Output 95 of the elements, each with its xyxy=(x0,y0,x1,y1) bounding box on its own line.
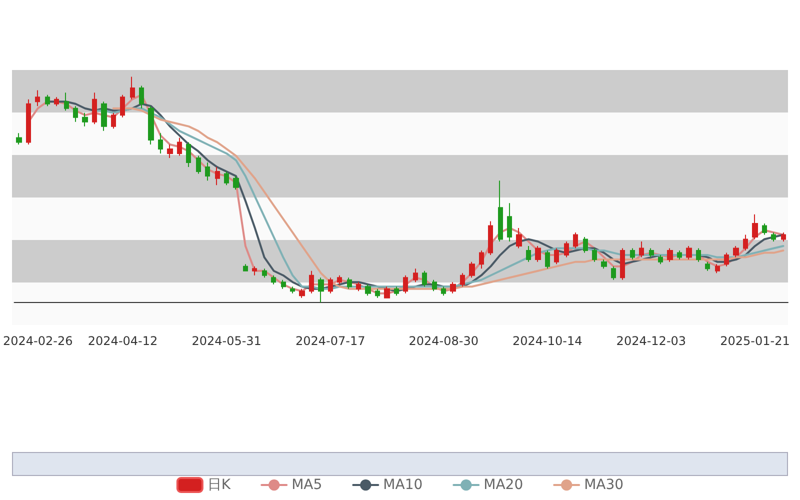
candlestick xyxy=(177,137,182,156)
candlestick xyxy=(35,90,40,107)
candlestick xyxy=(620,248,625,280)
candlestick xyxy=(667,248,673,262)
candlestick xyxy=(639,241,644,258)
candlestick xyxy=(686,246,692,260)
candlestick xyxy=(422,270,427,288)
candlestick xyxy=(139,85,144,109)
candlestick xyxy=(328,277,333,294)
candlestick xyxy=(762,222,767,236)
candlestick xyxy=(290,286,295,294)
candlestick xyxy=(592,248,597,262)
candlestick xyxy=(64,92,69,112)
candlestick xyxy=(752,214,758,240)
candlestick xyxy=(715,264,720,274)
x-tick-label: 2024-04-12 xyxy=(88,334,158,348)
candlestick xyxy=(158,132,163,154)
candlestick xyxy=(516,227,522,249)
candlestick xyxy=(205,162,210,182)
candlestick xyxy=(743,234,748,252)
candlestick xyxy=(233,176,239,190)
candlestick xyxy=(26,98,31,145)
candlestick xyxy=(441,286,446,296)
candlestick xyxy=(101,101,107,132)
candlestick xyxy=(733,246,739,258)
candlestick xyxy=(167,144,173,159)
candlestick xyxy=(601,259,607,270)
candlestick xyxy=(771,232,776,242)
candlestick xyxy=(318,277,324,303)
candlestick xyxy=(677,250,682,260)
candlestick xyxy=(724,252,729,267)
candlestick xyxy=(526,246,531,262)
candlestick xyxy=(196,155,201,174)
candlestick xyxy=(384,286,390,298)
candlestick xyxy=(450,282,456,294)
x-tick-label: 2024-02-26 xyxy=(2,334,73,348)
x-tick-label: 2024-05-31 xyxy=(192,334,262,348)
candlestick xyxy=(403,274,408,294)
candlestick xyxy=(781,232,786,242)
candlestick xyxy=(545,250,550,270)
candlestick xyxy=(488,220,493,256)
x-tick-label: 2024-07-17 xyxy=(295,334,366,348)
candlestick xyxy=(243,264,248,272)
candlestick xyxy=(469,261,475,278)
legend-label: MA20 xyxy=(484,477,524,493)
candlestick xyxy=(271,274,276,285)
legend-label: MA30 xyxy=(584,477,624,493)
candlestick xyxy=(375,288,380,298)
candlestick xyxy=(54,96,59,107)
candlestick xyxy=(432,279,437,292)
candlestick xyxy=(356,282,361,292)
candlestick xyxy=(696,248,701,262)
candlestick xyxy=(309,270,314,294)
x-tick-label: 2024-10-14 xyxy=(512,334,582,348)
candlestick xyxy=(630,248,635,260)
candlestick xyxy=(262,268,267,278)
candlestick xyxy=(564,241,569,258)
x-tick-label: 2025-01-21 xyxy=(720,334,790,348)
candlestick xyxy=(281,279,286,290)
candlestick xyxy=(120,94,125,118)
candlestick xyxy=(337,274,342,285)
candlestick xyxy=(413,268,418,283)
candlestick xyxy=(215,166,220,186)
candlestick xyxy=(611,266,616,280)
candlestick xyxy=(16,132,22,145)
candlestick xyxy=(705,261,710,272)
candlestick xyxy=(583,236,588,254)
candlestick xyxy=(224,171,229,186)
candlestick xyxy=(658,254,663,265)
candlestick xyxy=(45,94,50,107)
candlestick xyxy=(479,250,484,270)
candlestick xyxy=(460,272,465,288)
candlestick xyxy=(130,76,135,100)
candlestick xyxy=(252,266,257,276)
candlestick xyxy=(649,248,654,258)
legend-label: 日K xyxy=(207,477,232,493)
candlestick xyxy=(148,106,154,145)
candlestick xyxy=(92,92,97,125)
candlestick xyxy=(507,202,512,242)
candlestick xyxy=(554,248,559,265)
candlestick xyxy=(347,277,352,290)
candlestick xyxy=(535,246,541,262)
x-tick-label: 2024-12-03 xyxy=(616,334,686,348)
candlestick xyxy=(299,288,305,298)
candlestick xyxy=(73,106,78,122)
candlestick xyxy=(394,286,399,296)
legend-label: MA5 xyxy=(292,477,322,493)
candlestick xyxy=(498,180,503,242)
candlestick xyxy=(82,112,88,127)
x-tick-label: 2024-08-30 xyxy=(408,334,478,348)
legend-label: MA10 xyxy=(383,477,423,493)
candlestick xyxy=(186,142,191,168)
candlestick xyxy=(573,232,578,249)
candlestick xyxy=(111,112,116,130)
candlestick xyxy=(365,284,371,296)
